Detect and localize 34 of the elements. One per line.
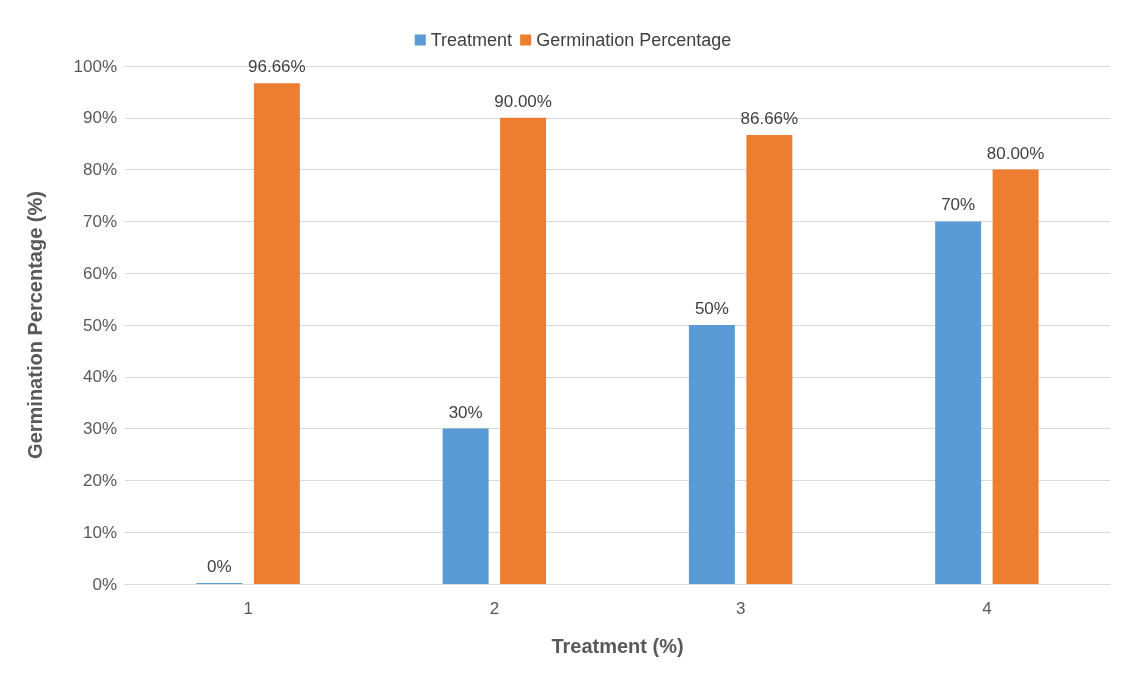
legend-label: Treatment (430, 30, 513, 50)
bar (992, 169, 1039, 584)
data-label: 0% (207, 557, 232, 576)
data-label: 90.00% (494, 91, 552, 111)
x-tick-label: 1 (243, 599, 253, 618)
data-label: 50% (694, 299, 729, 318)
y-tick-label: 70% (82, 211, 117, 231)
y-tick-label: 30% (82, 419, 117, 439)
y-tick-label: 80% (82, 160, 117, 180)
legend-label: Germination Percentage (536, 30, 732, 50)
bar (253, 83, 300, 584)
data-label: 70% (941, 195, 976, 215)
y-tick-label: 10% (82, 522, 117, 542)
x-tick-label: 4 (982, 599, 992, 618)
data-label: 86.66% (740, 109, 799, 129)
data-label: 30% (448, 402, 483, 422)
bar (746, 135, 793, 584)
y-tick-label: 60% (82, 263, 117, 283)
bar (500, 117, 547, 584)
bar (935, 221, 982, 584)
y-tick-label: 40% (82, 367, 117, 387)
x-tick-label: 2 (489, 599, 500, 618)
y-tick-label: 0% (92, 574, 117, 594)
data-label: 96.66% (248, 57, 306, 77)
y-tick-label: 50% (82, 315, 117, 335)
x-axis-title: Treatment (%) (551, 635, 684, 657)
bar (442, 428, 489, 584)
y-tick-label: 100% (73, 56, 117, 76)
x-tick-label: 3 (735, 599, 746, 618)
bar (688, 325, 735, 584)
data-label: 80.00% (986, 143, 1045, 163)
y-tick-label: 90% (82, 108, 117, 128)
y-tick-label: 20% (82, 470, 117, 490)
y-axis-title: Germination Percentage (%) (24, 191, 46, 459)
